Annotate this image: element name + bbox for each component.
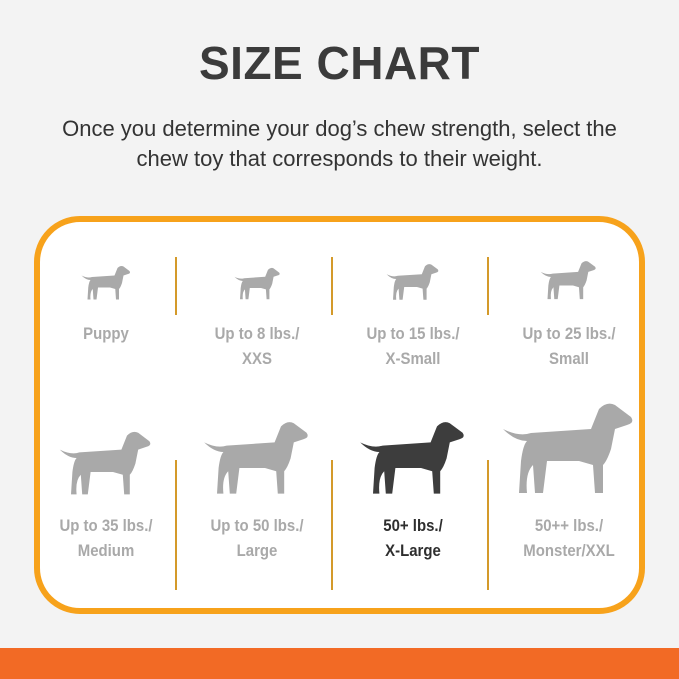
size-weight: Up to 35 lbs./ <box>59 516 153 535</box>
size-name: Monster/XXL <box>523 541 615 560</box>
size-name: Small <box>549 349 589 368</box>
subtitle: Once you determine your dog’s chew stren… <box>0 114 679 174</box>
subtitle-line: chew toy that corresponds to their weigh… <box>136 146 543 171</box>
size-weight: Puppy <box>83 324 129 343</box>
size-name: XXS <box>242 349 272 368</box>
divider <box>487 257 489 315</box>
size-option: Up to 15 lbs./ X-Small <box>337 246 489 371</box>
great-dane-icon <box>493 377 645 497</box>
size-weight: Up to 50 lbs./ <box>210 516 304 535</box>
subtitle-line: Once you determine your dog’s chew stren… <box>62 116 617 141</box>
size-name: Medium <box>77 541 135 560</box>
size-weight: Up to 25 lbs./ <box>522 324 616 343</box>
size-option: Up to 8 lbs./ XXS <box>181 246 333 371</box>
puppy-icon <box>30 246 182 301</box>
size-option: 50++ lbs./ Monster/XXL <box>493 377 645 563</box>
page-title: SIZE CHART <box>199 37 480 89</box>
size-weight: 50++ lbs./ <box>534 516 604 535</box>
size-chart-card <box>34 216 645 614</box>
size-option: Up to 50 lbs./ Large <box>181 377 333 563</box>
size-name: X-Large <box>385 541 441 560</box>
divider <box>175 257 177 315</box>
size-option: Up to 35 lbs./ Medium <box>30 377 182 563</box>
labrador-icon <box>181 377 333 497</box>
westie-icon <box>493 246 645 301</box>
size-weight: Up to 8 lbs./ <box>214 324 300 343</box>
bottom-band <box>0 648 679 679</box>
beagle-icon <box>30 377 182 497</box>
size-option: 50+ lbs./ X-Large <box>337 377 489 563</box>
chihuahua-icon <box>181 246 333 301</box>
divider <box>331 257 333 315</box>
divider <box>487 460 489 590</box>
size-option: Up to 25 lbs./ Small <box>493 246 645 371</box>
german-shepherd-icon <box>337 377 489 497</box>
size-weight: Up to 15 lbs./ <box>366 324 460 343</box>
divider <box>175 460 177 590</box>
size-weight: 50+ lbs./ <box>383 516 443 535</box>
size-option: Puppy <box>30 246 182 346</box>
divider <box>331 460 333 590</box>
small-terrier-icon <box>337 246 489 301</box>
size-name: Large <box>236 541 278 560</box>
size-name: X-Small <box>385 349 441 368</box>
